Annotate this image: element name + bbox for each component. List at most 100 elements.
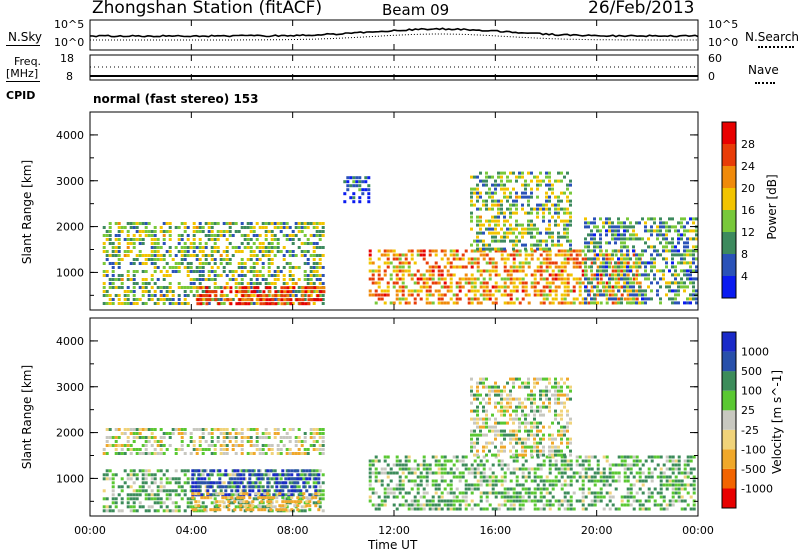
echo-cell [249,428,253,431]
echo-cell [144,436,148,439]
echo-cell [467,289,471,293]
echo-cell [312,473,316,477]
echo-cell [303,501,307,505]
echo-cell [479,281,483,285]
echo-cell [111,501,115,505]
echo-cell [551,463,555,467]
echo-cell [177,270,181,273]
echo-cell [473,417,476,421]
echo-cell [219,489,223,493]
echo-cell [138,286,142,289]
echo-cell [374,491,378,495]
echo-cell [464,265,468,269]
echo-cell [165,481,169,485]
echo-cell [219,286,223,289]
echo-cell [590,281,593,285]
echo-cell [545,191,548,195]
echo-cell [494,433,497,437]
echo-cell [234,444,238,447]
power-echo-cells [102,171,698,306]
echo-cell [241,294,245,298]
echo-cell [198,258,202,261]
echo-cell [503,247,506,251]
echo-cell [566,235,569,239]
echo-cell [204,448,208,451]
echo-cell [521,285,525,289]
echo-cell [204,234,208,237]
echo-cell [422,503,426,507]
echo-cell [228,242,232,245]
echo-cell [150,505,154,509]
echo-cell [201,262,205,265]
echo-cell [479,463,483,467]
echo-cell [557,499,561,503]
echo-cell [548,389,551,393]
echo-cell [641,479,645,483]
echo-cell [204,485,208,489]
echo-cell [503,429,506,433]
echo-cell [135,254,139,257]
echo-cell [303,222,307,225]
echo-cell [530,409,533,413]
echo-cell [199,302,203,306]
echo-cell [644,479,648,483]
echo-cell [629,265,632,269]
echo-cell [554,417,557,421]
echo-cell [521,437,524,441]
echo-cell [301,302,305,306]
echo-cell [264,505,268,509]
echo-cell [614,241,617,245]
echo-cell [509,487,513,491]
echo-cell [509,449,512,453]
echo-cell [671,261,674,265]
echo-cell [117,262,121,265]
echo-cell [503,269,507,273]
echo-cell [249,444,253,447]
echo-cell [153,250,157,253]
echo-cell [626,455,630,459]
echo-cell [261,222,265,225]
echo-cell [440,285,444,289]
echo-cell [560,269,564,273]
echo-cell [422,495,426,499]
echo-cell [374,471,378,475]
echo-cell [255,302,259,305]
echo-cell [467,277,471,281]
echo-cell [237,501,241,505]
echo-cell [386,261,390,265]
echo-cell [443,285,447,289]
echo-cell [368,475,372,479]
echo-cell [539,183,542,187]
echo-cell [120,432,124,435]
echo-cell [300,444,304,447]
echo-cell [318,234,322,237]
echo-cell [102,274,106,277]
echo-cell [282,226,286,229]
echo-cell [482,247,485,251]
echo-cell [401,293,405,297]
echo-cell [291,254,295,257]
echo-cell [281,473,285,477]
echo-cell [257,496,261,500]
echo-cell [611,285,615,289]
echo-cell [512,429,515,433]
echo-cell [647,261,650,265]
echo-cell [686,221,689,225]
echo-cell [503,445,506,449]
echo-cell [288,436,292,439]
echo-cell [542,249,546,253]
echo-cell [105,238,109,241]
echo-cell [554,211,557,215]
echo-cell [288,254,292,257]
echo-cell [312,274,316,277]
echo-cell [632,507,636,511]
echo-cell [315,234,319,237]
echo-cell [560,191,563,195]
echo-cell [566,289,570,293]
echo-cell [189,432,193,435]
echo-cell [560,385,563,389]
echo-cell [231,274,235,277]
echo-cell [389,261,393,265]
echo-cell [258,226,262,229]
echo-cell [560,199,563,203]
